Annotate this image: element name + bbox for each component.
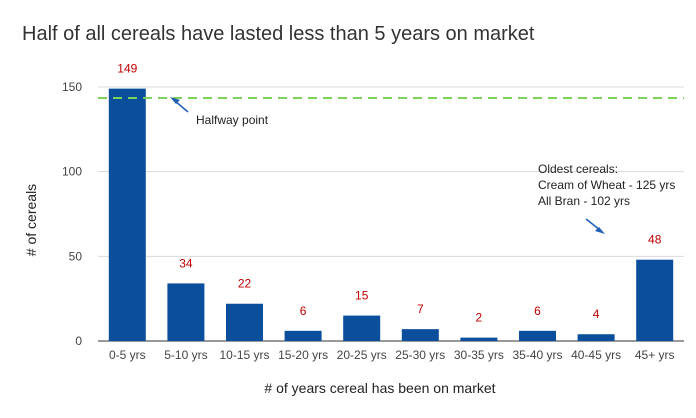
x-tick-label: 35-40 yrs xyxy=(512,348,562,362)
bar xyxy=(167,283,205,341)
data-label: 15 xyxy=(355,289,369,303)
x-tick-label: 40-45 yrs xyxy=(571,348,621,362)
x-tick-label: 10-15 yrs xyxy=(219,348,269,362)
bar xyxy=(519,330,556,341)
y-tick-label: 100 xyxy=(62,165,82,179)
x-tick-label: 0-5 yrs xyxy=(109,348,146,362)
bar xyxy=(460,337,498,341)
data-labels: 149 34 22 6 15 7 2 6 4 48 xyxy=(117,62,661,325)
x-tick-label: 30-35 yrs xyxy=(454,348,504,362)
data-label: 4 xyxy=(593,307,600,321)
data-label: 6 xyxy=(534,304,541,318)
chart-title: Half of all cereals have lasted less tha… xyxy=(22,23,535,45)
bar xyxy=(284,330,322,341)
x-axis-ticks: 0-5 yrs 5-10 yrs 10-15 yrs 15-20 yrs 20-25 y… xyxy=(109,348,675,362)
x-axis-title: # of years cereal has been on market xyxy=(264,380,495,396)
x-tick-label: 45+ yrs xyxy=(635,348,675,362)
oldest-annotation-line-3: All Bran - 102 yrs xyxy=(538,194,630,208)
data-label: 2 xyxy=(476,311,483,325)
x-tick-label: 25-30 yrs xyxy=(395,348,445,362)
bar xyxy=(636,259,674,341)
data-label: 6 xyxy=(300,304,307,318)
data-label: 34 xyxy=(179,256,193,270)
y-axis-title: # of cereals xyxy=(23,184,39,256)
halfway-annotation: Halfway point xyxy=(196,113,269,127)
y-tick-label: 150 xyxy=(62,80,82,94)
bar xyxy=(577,334,615,341)
x-tick-label: 15-20 yrs xyxy=(278,348,328,362)
bar xyxy=(108,88,146,341)
halfway-arrow-icon xyxy=(170,97,189,113)
x-tick-label: 5-10 yrs xyxy=(164,348,207,362)
y-tick-label: 50 xyxy=(69,249,83,263)
oldest-annotation-line-2: Cream of Wheat - 125 yrs xyxy=(538,178,675,192)
bar xyxy=(226,303,263,341)
y-tick-label: 0 xyxy=(75,334,82,348)
data-label: 22 xyxy=(238,277,252,291)
bar xyxy=(401,329,439,341)
bar xyxy=(343,315,381,341)
oldest-annotation-line-1: Oldest cereals: xyxy=(538,162,618,176)
data-label: 7 xyxy=(417,302,424,316)
x-tick-label: 20-25 yrs xyxy=(337,348,387,362)
data-label: 149 xyxy=(117,62,137,76)
data-label: 48 xyxy=(648,233,662,247)
bars xyxy=(108,88,674,341)
oldest-arrow-icon xyxy=(585,218,605,234)
y-axis-ticks: 0 50 100 150 xyxy=(62,80,82,348)
